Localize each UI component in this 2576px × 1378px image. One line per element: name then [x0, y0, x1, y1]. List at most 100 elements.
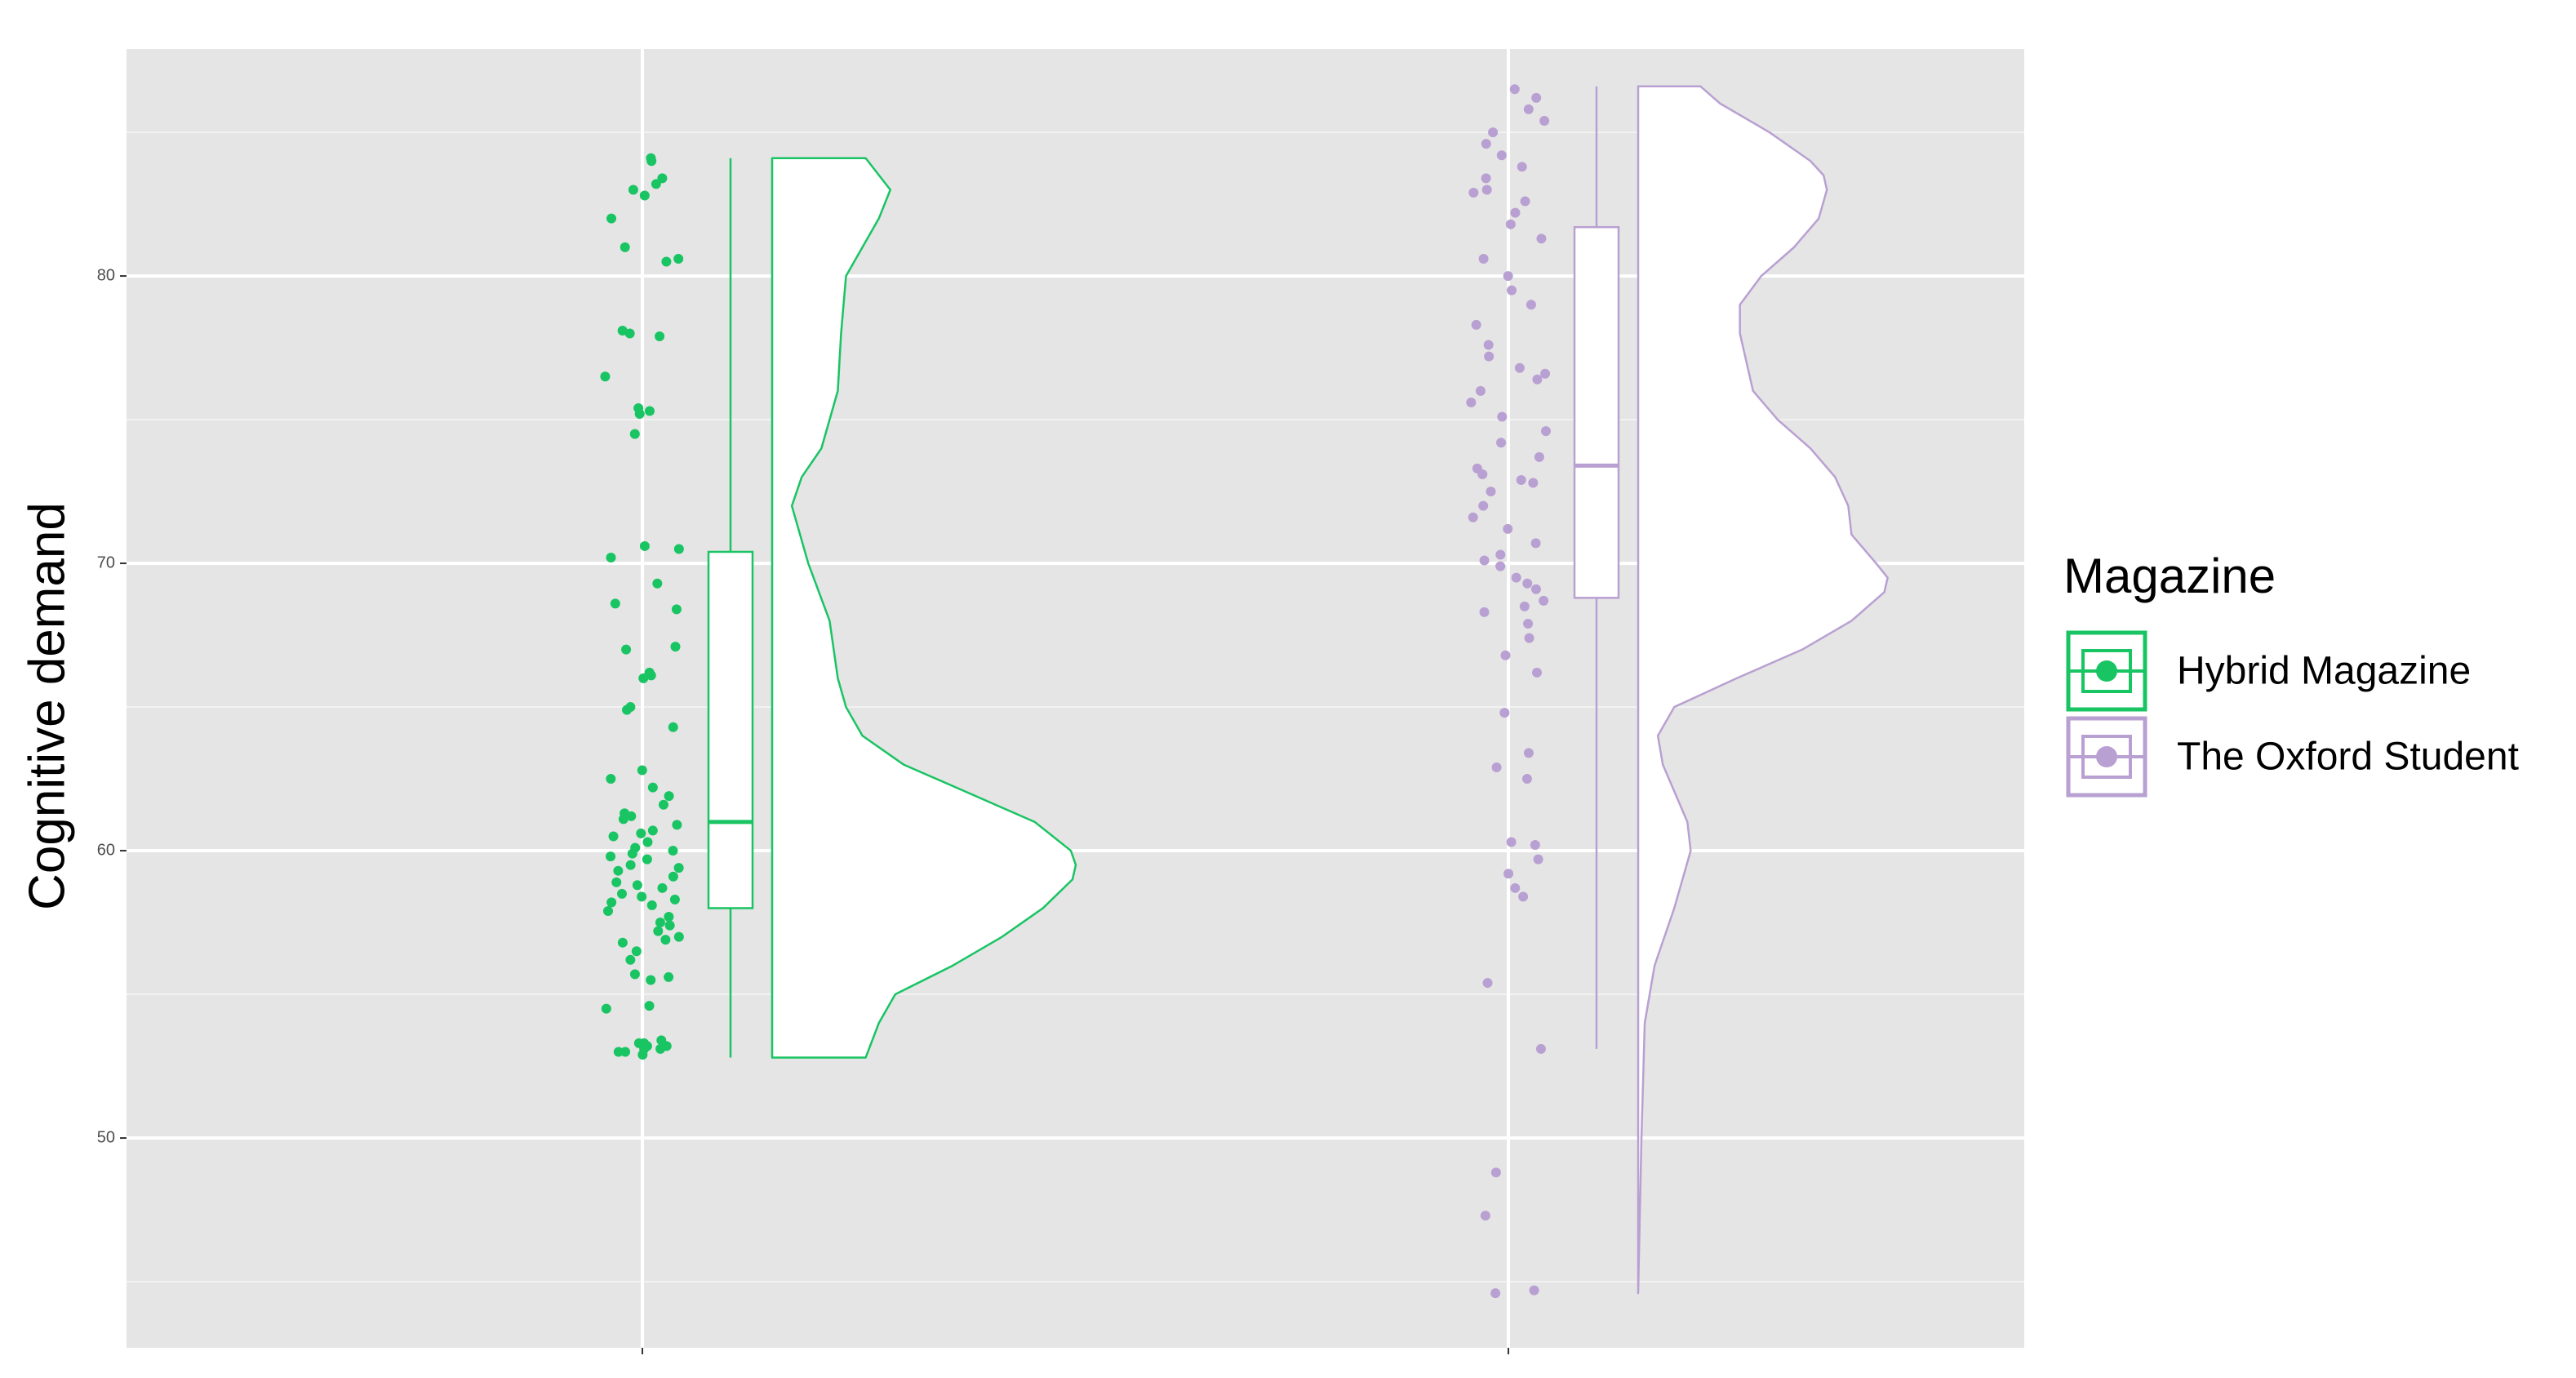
jitter-point	[1478, 500, 1489, 511]
jitter-point	[1534, 451, 1544, 462]
jitter-point	[653, 926, 664, 936]
jitter-point	[1481, 184, 1492, 195]
jitter-point	[1530, 840, 1540, 851]
jitter-point	[673, 544, 684, 554]
jitter-point	[637, 765, 647, 776]
jitter-point	[602, 905, 613, 916]
jitter-point	[600, 371, 611, 382]
jitter-point	[1520, 196, 1530, 207]
jitter-point	[1539, 595, 1549, 606]
jitter-point	[638, 673, 649, 683]
jitter-point	[652, 578, 663, 589]
jitter-point	[1524, 633, 1534, 643]
jitter-point	[1511, 572, 1521, 583]
jitter-point	[1518, 891, 1529, 902]
jitter-point	[1523, 618, 1534, 629]
density	[771, 157, 1077, 1059]
jitter-point	[606, 774, 616, 785]
jitter-point	[1535, 1043, 1546, 1054]
jitter-point	[664, 791, 674, 802]
jitter-point	[606, 897, 617, 908]
jitter-point	[1539, 115, 1550, 126]
jitter-point	[668, 722, 678, 732]
jitter-point	[613, 1047, 624, 1057]
jitter-point	[642, 837, 653, 847]
jitter-point	[1523, 104, 1534, 114]
jitter-point	[636, 828, 646, 838]
jitter-point	[1536, 233, 1547, 244]
jitter-point	[1519, 601, 1530, 611]
jitter-point	[1496, 150, 1507, 161]
jitter-point	[660, 935, 671, 945]
jitter-point	[1490, 1288, 1501, 1299]
jitter-point	[1477, 469, 1488, 479]
jitter-point	[1478, 253, 1489, 264]
legend-label: Hybrid Magazine	[2177, 650, 2471, 693]
jitter-point	[664, 920, 675, 931]
jitter-point	[1500, 650, 1511, 660]
jitter-point	[658, 799, 668, 810]
legend-key-dot	[2096, 660, 2117, 682]
legend-key-dot	[2096, 746, 2117, 767]
jitter-point	[1481, 139, 1491, 149]
jitter-point	[632, 880, 642, 891]
jitter-point	[1507, 285, 1517, 296]
density	[1637, 85, 1889, 1295]
jitter-point	[1510, 207, 1521, 218]
jitter-point	[1466, 397, 1477, 407]
jitter-point	[1503, 869, 1514, 879]
jitter-point	[620, 1047, 631, 1057]
jitter-point	[626, 811, 637, 821]
jitter-point	[1495, 561, 1506, 571]
jitter-point	[1510, 882, 1521, 893]
jitter-point	[1514, 362, 1525, 373]
jitter-point	[1496, 438, 1507, 448]
jitter-point	[1480, 1211, 1490, 1221]
y-tick-label: 60	[97, 841, 115, 859]
legend: Hybrid Magazine The Oxford Student	[2066, 630, 2519, 798]
jitter-point	[1482, 977, 1493, 988]
jitter-point	[637, 891, 647, 902]
jitter-point	[644, 406, 655, 416]
jitter-point	[1468, 512, 1478, 522]
jitter-point	[1490, 1167, 1501, 1178]
jitter-point	[629, 429, 640, 439]
jitter-point	[625, 860, 636, 870]
jitter-point	[673, 863, 684, 873]
y-tick-label: 80	[97, 266, 115, 284]
jitter-point	[621, 644, 632, 655]
y-tick-label: 70	[97, 553, 115, 571]
box	[707, 550, 754, 909]
jitter-point	[661, 256, 672, 267]
jitter-point	[644, 667, 655, 678]
jitter-point	[657, 173, 668, 184]
jitter-point	[646, 900, 657, 910]
jitter-point	[631, 946, 642, 957]
jitter-point	[1531, 92, 1542, 103]
jitter-point	[1484, 351, 1495, 362]
jitter-point	[610, 598, 620, 609]
jitter-point	[601, 1003, 611, 1014]
y-axis-label: Cognitive demand	[19, 502, 75, 910]
jitter-point	[655, 331, 665, 341]
jitter-point	[1497, 411, 1508, 422]
jitter-point	[1523, 748, 1534, 758]
jitter-point	[1531, 667, 1542, 678]
jitter-point	[1495, 549, 1506, 560]
y-tick-label: 50	[97, 1128, 115, 1146]
jitter-point	[671, 604, 682, 615]
jitter-point	[647, 825, 658, 836]
jitter-point	[611, 877, 622, 887]
jitter-point	[620, 242, 630, 252]
jitter-point	[656, 1035, 667, 1046]
jitter-point	[1503, 523, 1513, 534]
jitter-point	[672, 820, 682, 830]
jitter-point	[1471, 319, 1481, 330]
jitter-point	[1486, 487, 1496, 497]
jitter-point	[1499, 708, 1510, 718]
jitter-point	[642, 854, 652, 865]
jitter-point	[625, 954, 636, 965]
jitter-point	[657, 882, 668, 893]
